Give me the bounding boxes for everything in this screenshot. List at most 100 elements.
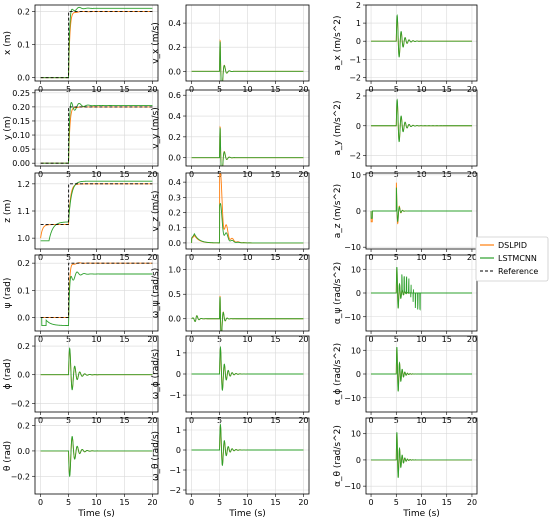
plot-frame — [365, 89, 478, 167]
y-axis-label: v_y (m/s) — [151, 107, 161, 149]
y-tick-label: 0.2 — [17, 422, 30, 431]
subplot-5: 0 5 10 15 200.00.20.40.6v_y (m/s) — [151, 89, 310, 179]
x-tick-label: 20 — [298, 85, 308, 94]
x-tick-label: 15 — [119, 498, 129, 507]
y-tick-label: 0.1 — [168, 224, 181, 233]
subplot-1: 0 5 10 15 20 0.0 0.1 0.2 x (m) — [3, 4, 159, 94]
y-axis-label: ω_ϕ (rad/s) — [151, 349, 161, 400]
y-axis-label: α_ψ (rad/s^2) — [333, 262, 343, 324]
x-tick-label: 0 — [368, 85, 373, 94]
subplot-16: 0 5 10 15 20 −0.2 0.0 0.2 θ (rad) Time (s) — [3, 417, 159, 519]
plot-frame — [34, 254, 159, 332]
y-tick-label: 0 — [356, 122, 361, 131]
y-axis-label: ω_θ (rad/s) — [151, 431, 161, 481]
x-tick-label: 0 — [189, 85, 194, 94]
y-tick-label: 0 — [356, 207, 361, 216]
x-axis-label: Time (s) — [228, 509, 266, 519]
plot-frame — [34, 172, 159, 250]
y-tick-label: 0 — [356, 289, 361, 298]
subplot-11: 0 5 10 15 200.00.51.0ω_ψ (rad/s) — [151, 254, 310, 344]
series-lstmcnn — [191, 423, 304, 467]
y-tick-label: 0.4 — [168, 178, 181, 187]
y-tick-label: −1 — [349, 55, 361, 64]
series-lstmcnn — [371, 13, 472, 58]
series-lstmcnn — [40, 6, 153, 79]
plot-frame — [34, 89, 159, 167]
y-tick-label: 0.2 — [168, 209, 181, 218]
plot-frame — [34, 335, 159, 413]
series-reference — [40, 11, 153, 79]
x-tick-label: 20 — [298, 498, 308, 507]
y-tick-label: −2 — [169, 486, 181, 495]
subplot-4: 0 5 10 15 200.000.050.100.150.200.25y (m) — [3, 89, 159, 179]
series-lstmcnn — [191, 40, 304, 81]
x-tick-label: 15 — [270, 498, 280, 507]
y-tick-label: 0.0 — [17, 313, 30, 322]
y-tick-label: 1 — [176, 349, 181, 358]
y-tick-label: 0.0 — [168, 315, 181, 324]
y-tick-label: −2 — [349, 152, 361, 161]
series-lstmcnn — [191, 127, 304, 166]
y-tick-label: 0.1 — [17, 41, 30, 50]
x-tick-label: 20 — [147, 498, 157, 507]
series-reference — [40, 183, 153, 226]
y-tick-label: 0.0 — [168, 154, 181, 163]
series-lstmcnn — [371, 346, 472, 392]
x-tick-label: 15 — [270, 85, 280, 94]
plot-frame — [185, 417, 310, 495]
x-tick-label: 15 — [442, 85, 452, 94]
y-tick-label: 0 — [176, 446, 181, 455]
x-tick-label: 10 — [242, 85, 252, 94]
series-lstmcnn — [191, 345, 304, 391]
subplot-13: 0 5 10 15 20−0.20.00.2ϕ (rad) — [3, 335, 159, 425]
y-tick-label: 10 — [351, 430, 361, 439]
x-tick-label: 0 — [38, 498, 43, 507]
y-axis-label: y (m) — [3, 116, 13, 140]
plot-frame — [185, 172, 310, 250]
y-tick-label: 0.1 — [17, 286, 30, 295]
y-tick-label: 0 — [356, 370, 361, 379]
x-tick-label: 20 — [147, 85, 157, 94]
x-tick-label: 0 — [38, 85, 43, 94]
y-tick-label: 0.0 — [17, 371, 30, 380]
plot-frame — [365, 335, 478, 413]
x-tick-label: 5 — [394, 498, 399, 507]
y-tick-label: 0.2 — [17, 8, 30, 17]
y-tick-label: −1 — [169, 391, 181, 400]
y-tick-label: 1.2 — [17, 180, 30, 189]
y-tick-label: 0.2 — [17, 259, 30, 268]
x-tick-label: 15 — [119, 85, 129, 94]
subplot-grid: 0 5 10 15 200.00.10.2x (m)0 5 10 15 200.00.20.4v… — [3, 1, 478, 519]
y-tick-label: 0.0 — [168, 67, 181, 76]
y-axis-label: a_y (m/s^2) — [333, 101, 343, 156]
y-axis-label: θ (rad) — [3, 441, 13, 471]
legend-label-lstmcnn: LSTMCNN — [498, 254, 537, 263]
x-tick-label: 5 — [66, 498, 71, 507]
y-tick-label: 0.25 — [12, 89, 30, 98]
x-tick-label: 10 — [416, 498, 426, 507]
plot-frame — [365, 172, 478, 250]
y-tick-label: 0.3 — [168, 193, 181, 202]
series-lstmcnn — [371, 432, 472, 478]
y-tick-label: 0.05 — [12, 145, 30, 154]
subplot-2: 0 5 10 15 20 0.0 0.2 0.4 v_x (m/s) — [151, 4, 310, 94]
legend: DSLPID LSTMCNN Reference — [475, 236, 549, 282]
x-tick-label: 0 — [189, 498, 194, 507]
y-tick-label: −10 — [344, 243, 361, 252]
y-tick-label: 0.00 — [12, 159, 30, 168]
subplot-18: 0 5 10 15 20 −10 0 10 α_θ (rad/s^2) Time (s) — [333, 417, 478, 519]
x-tick-label: 5 — [217, 85, 222, 94]
x-tick-label: 5 — [217, 498, 222, 507]
y-axis-label: x (m) — [3, 31, 13, 55]
x-tick-label: 20 — [467, 498, 477, 507]
series-reference — [40, 106, 153, 164]
subplot-8: 0 5 10 15 200.00.10.20.30.4v_z (m/s) — [151, 172, 310, 262]
x-tick-label: 10 — [91, 498, 101, 507]
x-tick-label: 5 — [66, 85, 71, 94]
y-axis-label: a_z (m/s^2) — [333, 184, 343, 238]
series-lstmcnn — [191, 202, 304, 244]
legend-label-reference: Reference — [498, 267, 538, 276]
